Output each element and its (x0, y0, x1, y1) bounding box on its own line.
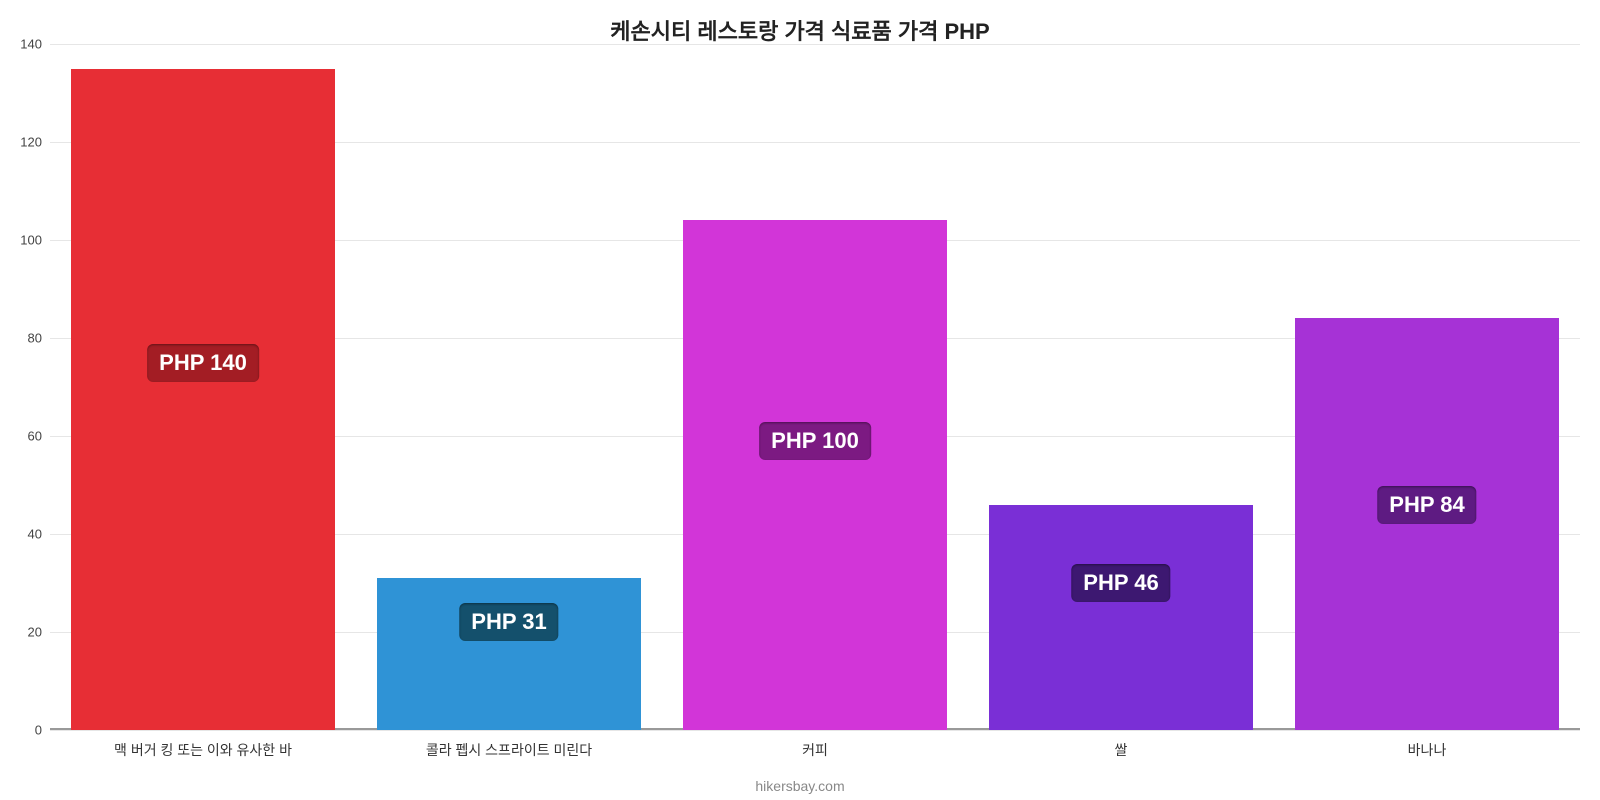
value-badge: PHP 31 (459, 603, 558, 641)
watermark: hikersbay.com (0, 778, 1600, 794)
x-category-label: 바나나 (1408, 740, 1447, 760)
grid-line (50, 44, 1580, 45)
bar (377, 578, 640, 730)
bar (1295, 318, 1558, 730)
value-badge: PHP 140 (147, 344, 259, 382)
y-tick-label: 60 (28, 429, 50, 444)
plot-area: 020406080100120140PHP 140맥 버거 킹 또는 이와 유사… (50, 44, 1580, 730)
y-tick-label: 80 (28, 331, 50, 346)
y-tick-label: 20 (28, 625, 50, 640)
y-tick-label: 120 (20, 135, 50, 150)
bar (989, 505, 1252, 730)
chart-title: 케손시티 레스토랑 가격 식료품 가격 PHP (0, 14, 1600, 46)
x-category-label: 콜라 펩시 스프라이트 미린다 (426, 740, 592, 760)
chart-container: 케손시티 레스토랑 가격 식료품 가격 PHP 0204060801001201… (0, 0, 1600, 800)
bar (683, 220, 946, 730)
x-category-label: 맥 버거 킹 또는 이와 유사한 바 (114, 740, 292, 760)
y-tick-label: 40 (28, 527, 50, 542)
bar (71, 69, 334, 731)
value-badge: PHP 46 (1071, 564, 1170, 602)
x-category-label: 쌀 (1115, 740, 1128, 760)
grid-line (50, 730, 1580, 731)
x-category-label: 커피 (802, 740, 828, 760)
y-tick-label: 0 (35, 723, 50, 738)
y-tick-label: 140 (20, 37, 50, 52)
value-badge: PHP 100 (759, 422, 871, 460)
value-badge: PHP 84 (1377, 486, 1476, 524)
y-tick-label: 100 (20, 233, 50, 248)
